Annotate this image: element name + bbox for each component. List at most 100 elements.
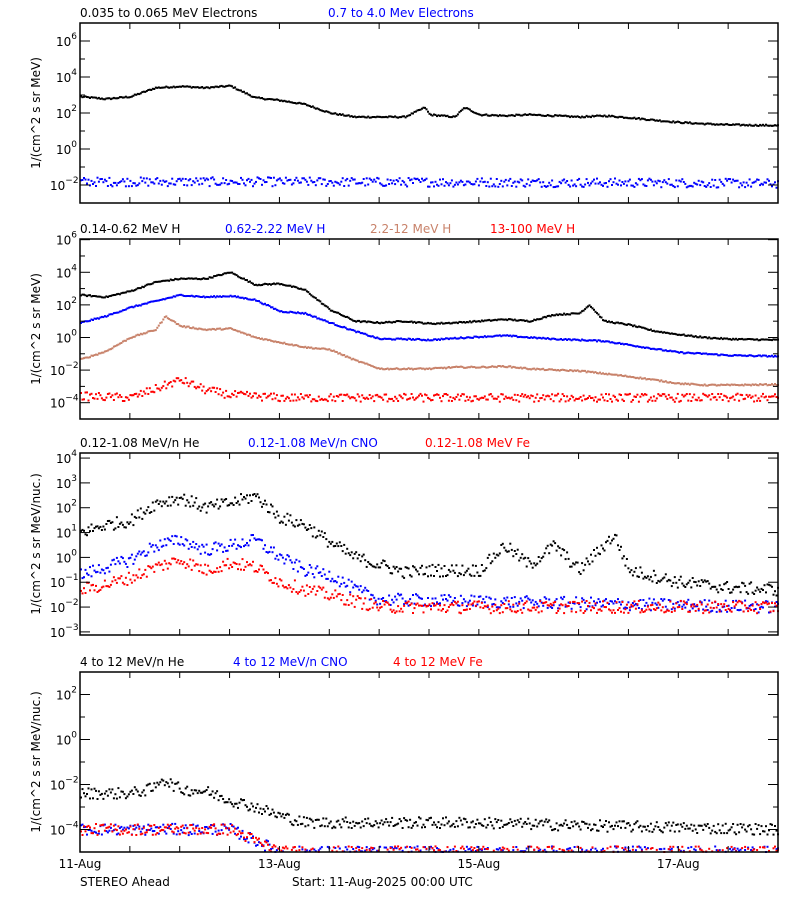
data-point [358,822,361,825]
data-point [439,338,441,341]
data-point [135,288,138,291]
data-point [443,338,446,341]
data-point [151,282,154,285]
data-point [410,393,413,395]
data-point [603,182,606,185]
data-point [572,562,575,565]
data-point [509,114,512,117]
data-point [139,577,142,579]
data-point [255,570,257,572]
data-point [590,596,592,599]
data-point [181,543,184,546]
data-point [715,337,718,340]
data-point [284,813,287,816]
data-point [127,793,130,796]
data-point [546,604,549,607]
data-point [631,574,634,577]
data-point [201,182,204,185]
data-point [459,394,462,397]
data-point [207,827,210,830]
data-point [275,394,278,397]
data-point [103,572,106,575]
data-point [129,556,132,559]
data-point [718,337,721,340]
data-point [721,182,724,185]
data-point [320,575,323,577]
data-point [428,112,431,115]
data-point [534,319,537,322]
data-point [311,573,314,575]
data-point [388,603,391,606]
data-point [660,609,663,612]
data-point [422,823,425,826]
data-point [394,321,397,324]
data-point [575,369,578,372]
data-point [747,354,750,357]
data-point [169,504,172,507]
data-point [630,344,633,347]
data-point [682,822,685,825]
data-point [407,177,410,179]
data-point [293,393,296,396]
data-point [332,322,335,325]
data-point [359,826,362,829]
data-point [163,86,166,89]
data-point [669,121,672,124]
data-point [223,498,226,501]
data-point [753,355,756,358]
data-point [427,819,429,822]
data-point [157,280,160,283]
data-point [115,344,118,347]
data-point [537,368,540,370]
data-point [205,177,208,180]
data-point [694,352,697,355]
data-point [299,312,302,315]
data-point [81,528,84,531]
data-point [636,820,639,823]
data-point [615,342,618,345]
data-point [476,366,479,369]
data-point [581,820,584,823]
data-point [416,177,419,180]
data-point [654,378,657,381]
data-point [760,338,763,341]
data-point [459,336,462,339]
data-point [640,326,643,329]
data-point [216,85,219,88]
data-point [516,113,519,116]
data-point [261,505,263,508]
data-point [147,330,150,333]
data-point [118,522,121,525]
data-point [685,583,688,586]
data-point [602,184,604,187]
data-point [308,817,311,820]
data-point [724,354,727,357]
data-point [447,338,450,341]
data-point [524,320,527,322]
data-point [741,602,744,605]
data-point [452,337,455,340]
data-point [615,398,618,401]
data-point [726,610,729,613]
data-point [663,576,666,579]
data-point [756,603,759,606]
data-point [93,397,96,400]
data-point [109,826,112,829]
data-point [721,383,724,386]
data-point [181,563,184,566]
y-tick-label: 106 [56,231,77,248]
data-point [114,579,117,582]
data-point [557,545,560,548]
data-point [278,341,281,344]
data-point [409,337,412,340]
data-point [422,367,425,370]
data-point [646,400,649,403]
data-point [488,185,491,188]
data-point [555,598,558,601]
data-point [642,599,645,601]
data-point [679,180,682,183]
data-point [718,829,721,832]
data-point [591,370,594,373]
data-point [757,397,760,400]
data-point [560,369,563,371]
